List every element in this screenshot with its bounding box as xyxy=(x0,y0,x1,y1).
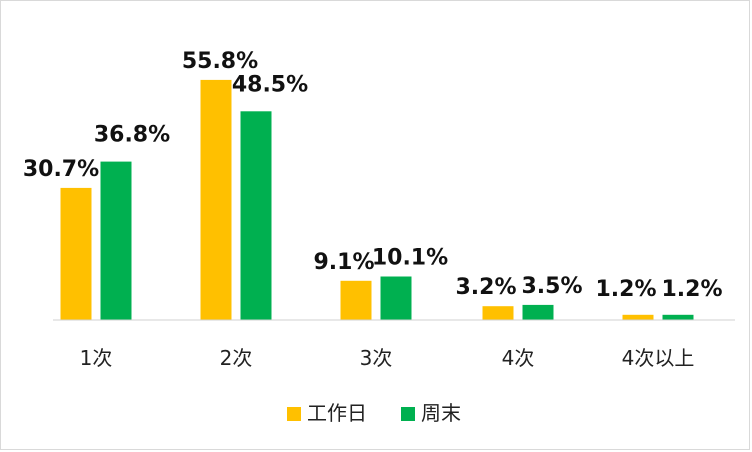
bar-workday-1 xyxy=(60,187,92,320)
bars-layer xyxy=(60,79,694,321)
bar-weekend-2 xyxy=(240,111,272,320)
x-tick-label-5: 4次以上 xyxy=(622,346,695,370)
data-label-workday-5: 1.2% xyxy=(595,277,656,302)
x-tick-label-2: 2次 xyxy=(220,346,253,370)
x-tick-label-3: 3次 xyxy=(360,346,393,370)
legend-swatch-weekend xyxy=(401,407,415,421)
bar-workday-3 xyxy=(340,280,372,320)
data-label-weekend-1: 36.8% xyxy=(94,123,170,148)
bar-workday-5 xyxy=(622,314,654,320)
data-label-workday-4: 3.2% xyxy=(455,275,516,300)
legend-swatch-workday xyxy=(287,407,301,421)
bar-weekend-5 xyxy=(662,314,694,320)
data-label-weekend-4: 3.5% xyxy=(521,274,582,299)
bar-weekend-3 xyxy=(380,276,412,320)
x-tick-label-4: 4次 xyxy=(502,346,535,370)
bar-workday-4 xyxy=(482,306,514,320)
data-label-weekend-3: 10.1% xyxy=(372,246,448,271)
data-label-weekend-5: 1.2% xyxy=(661,277,722,302)
data-labels-layer: 30.7% 36.8% 55.8%48.5% 9.1%10.1% 3.2% 3.5% 1.2… xyxy=(23,49,723,302)
bar-weekend-1 xyxy=(100,161,132,320)
legend-label-weekend: 周末 xyxy=(421,401,461,425)
x-axis-ticks: 1次 2次 3次 4次 4次以上 xyxy=(80,346,695,370)
bar-weekend-4 xyxy=(522,304,554,320)
legend-label-workday: 工作日 xyxy=(307,401,367,425)
x-tick-label-1: 1次 xyxy=(80,346,113,370)
bar-workday-2 xyxy=(200,79,232,321)
data-label-workday-2: 55.8% xyxy=(182,49,258,74)
data-label-workday-1: 30.7% xyxy=(23,157,99,182)
data-label-workday-3: 9.1% xyxy=(313,250,374,275)
data-label-weekend-2: 48.5% xyxy=(232,72,308,97)
legend: 工作日 周末 xyxy=(287,401,461,425)
